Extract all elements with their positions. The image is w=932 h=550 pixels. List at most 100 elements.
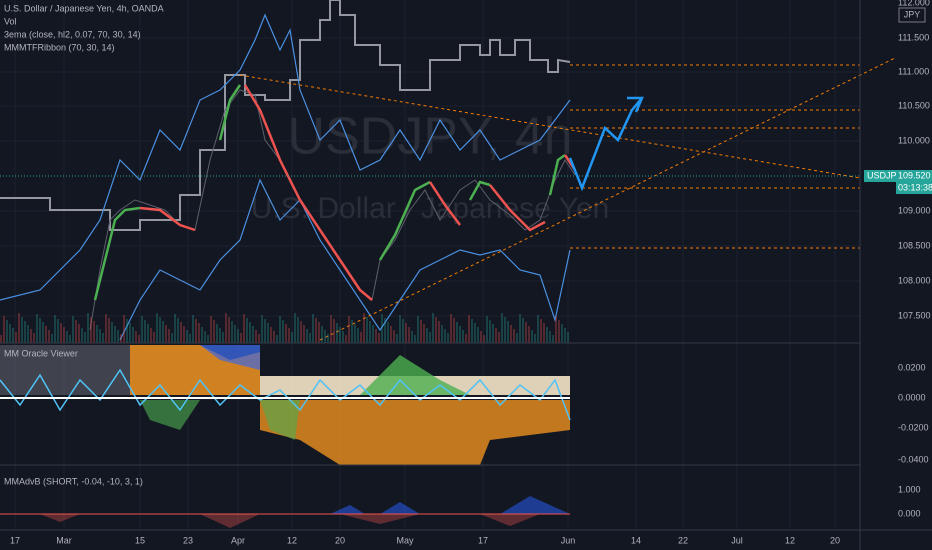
badge-countdown: 03:13:38 bbox=[898, 182, 932, 192]
volume-bar bbox=[153, 332, 155, 343]
volume-bar bbox=[102, 333, 104, 343]
volume-bar bbox=[420, 320, 422, 343]
volume-bar bbox=[360, 332, 362, 343]
volume-bar bbox=[540, 319, 542, 343]
volume-bar bbox=[567, 332, 569, 343]
volume-bar bbox=[264, 319, 266, 343]
volume-bar bbox=[279, 316, 281, 343]
price-label: 108.500 bbox=[898, 240, 931, 250]
volume-bar bbox=[30, 329, 32, 343]
watermark-name: U.S. Dollar / Japanese Yen bbox=[251, 192, 610, 225]
volume-bar bbox=[189, 334, 191, 343]
volume-bar bbox=[537, 315, 539, 343]
volume-bar bbox=[66, 331, 68, 343]
volume-bar bbox=[0, 335, 2, 343]
volume-bar bbox=[216, 324, 218, 343]
volume-bar bbox=[147, 324, 149, 343]
volume-bar bbox=[375, 329, 377, 343]
time-label: 20 bbox=[830, 535, 840, 545]
volume-bar bbox=[144, 320, 146, 343]
badge-price: 109.520 bbox=[898, 170, 931, 180]
ribbon-red bbox=[489, 184, 546, 232]
volume-bar bbox=[123, 315, 125, 343]
volume-bar bbox=[336, 323, 338, 343]
grid bbox=[0, 0, 860, 530]
volume-bar bbox=[132, 327, 134, 343]
volume-bar bbox=[471, 319, 473, 343]
volume-bar bbox=[327, 334, 329, 343]
volume-bar bbox=[477, 327, 479, 343]
volume-bar bbox=[411, 331, 413, 343]
volume-bar bbox=[72, 316, 74, 343]
volume-bar bbox=[255, 330, 257, 343]
volume-bar bbox=[198, 323, 200, 343]
volume-bar bbox=[474, 323, 476, 343]
volume-bar bbox=[339, 327, 341, 343]
volume-bar bbox=[84, 332, 86, 343]
volume-bar bbox=[543, 323, 545, 343]
volume-bar bbox=[51, 334, 53, 343]
volume-bar bbox=[156, 313, 158, 343]
volume-bar bbox=[168, 329, 170, 343]
volume-bar bbox=[294, 313, 296, 343]
volume-bar bbox=[93, 321, 95, 343]
volume-bar bbox=[513, 329, 515, 343]
time-label: Mar bbox=[56, 535, 72, 545]
volume-bar bbox=[552, 335, 554, 343]
volume-bar bbox=[546, 327, 548, 343]
volume-bar bbox=[237, 329, 239, 343]
time-label: 12 bbox=[785, 535, 795, 545]
time-label: Apr bbox=[231, 535, 245, 545]
volume-bar bbox=[531, 330, 533, 343]
volume-bar bbox=[114, 326, 116, 343]
volume-bar bbox=[273, 331, 275, 343]
volume-bar bbox=[183, 326, 185, 343]
volume-bar bbox=[414, 335, 416, 343]
blue-line-2 bbox=[119, 178, 571, 341]
ribbon-red bbox=[243, 84, 373, 301]
ribbon-red bbox=[428, 181, 461, 226]
volume-bar bbox=[252, 326, 254, 343]
volume-bar bbox=[165, 325, 167, 343]
volume-bar bbox=[69, 335, 71, 343]
volume-bar bbox=[408, 327, 410, 343]
volume-bar bbox=[342, 331, 344, 343]
volume-bar bbox=[177, 318, 179, 343]
volume-bar bbox=[483, 335, 485, 343]
ribbon-green bbox=[548, 153, 566, 196]
volume-bar bbox=[369, 321, 371, 343]
volume-bar bbox=[372, 325, 374, 343]
volume-bar bbox=[225, 313, 227, 343]
volume-bar bbox=[159, 317, 161, 343]
ribbon-green bbox=[378, 180, 431, 261]
pane-title: MM Oracle Viewer bbox=[4, 348, 78, 358]
volume-bar bbox=[39, 318, 41, 343]
volume-bar bbox=[42, 322, 44, 343]
volume-bar bbox=[297, 317, 299, 343]
time-label: 17 bbox=[10, 535, 20, 545]
time-label: 20 bbox=[335, 535, 345, 545]
volume-bar bbox=[561, 324, 563, 343]
currency-label: JPY bbox=[904, 9, 921, 19]
price-label: 110.000 bbox=[898, 135, 930, 145]
volume-bar bbox=[3, 316, 5, 343]
volume-bar bbox=[48, 330, 50, 343]
volume-bar bbox=[426, 328, 428, 343]
volume-bar bbox=[195, 319, 197, 343]
volume-bar bbox=[60, 323, 62, 343]
volume-bar bbox=[324, 330, 326, 343]
volume-bar bbox=[450, 314, 452, 343]
volume-bar bbox=[528, 326, 530, 343]
volume-bar bbox=[249, 322, 251, 343]
currency-box bbox=[898, 7, 926, 23]
badge-symbol: USDJPY bbox=[867, 170, 903, 180]
price-label: 110.500 bbox=[898, 100, 930, 110]
time-label: 14 bbox=[631, 535, 641, 545]
oracle-label: 0.0200 bbox=[898, 362, 926, 372]
volume-bar bbox=[12, 328, 14, 343]
volume-bar bbox=[111, 322, 113, 343]
volume-bar bbox=[432, 313, 434, 343]
advb-label: 0.000 bbox=[898, 508, 921, 518]
volume-bar bbox=[351, 320, 353, 343]
